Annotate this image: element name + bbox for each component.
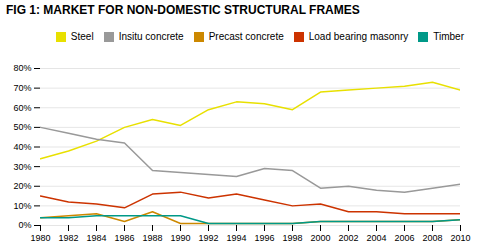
- svg-text:2004: 2004: [366, 233, 386, 243]
- svg-text:2000: 2000: [310, 233, 330, 243]
- svg-text:10%: 10%: [13, 201, 31, 211]
- svg-text:2008: 2008: [422, 233, 442, 243]
- svg-text:1984: 1984: [86, 233, 106, 243]
- svg-text:1988: 1988: [142, 233, 162, 243]
- html-text:Steel: Steel: [70, 31, 94, 42]
- svg-text:50%: 50%: [13, 122, 31, 132]
- svg-text:80%: 80%: [13, 63, 31, 73]
- svg-text:1982: 1982: [58, 233, 78, 243]
- html-text:Load bearing masonry: Load bearing masonry: [308, 31, 409, 42]
- svg-text:1994: 1994: [226, 233, 246, 243]
- svg-text:2002: 2002: [338, 233, 358, 243]
- svg-text:40%: 40%: [13, 142, 31, 152]
- html-text:FIG 1: MARKET FOR NON-DOMESTIC: FIG 1: MARKET FOR NON-DOMESTIC STRUCTURA…: [6, 3, 360, 17]
- svg-text:70%: 70%: [13, 83, 31, 93]
- svg-text:1992: 1992: [198, 233, 218, 243]
- svg-text:1998: 1998: [282, 233, 302, 243]
- html-text:Insitu concrete: Insitu concrete: [118, 31, 184, 42]
- html-text:Timber: Timber: [433, 31, 464, 42]
- svg-text:1980: 1980: [30, 233, 50, 243]
- svg-text:30%: 30%: [13, 162, 31, 172]
- svg-text:1996: 1996: [254, 233, 274, 243]
- svg-text:1990: 1990: [170, 233, 190, 243]
- svg-text:60%: 60%: [13, 103, 31, 113]
- html-text:Precast concrete: Precast concrete: [208, 31, 284, 42]
- svg-text:20%: 20%: [13, 181, 31, 191]
- svg-text:1986: 1986: [114, 233, 134, 243]
- svg-text:2006: 2006: [394, 233, 414, 243]
- svg-text:2010: 2010: [450, 233, 470, 243]
- svg-text:0%: 0%: [18, 220, 31, 230]
